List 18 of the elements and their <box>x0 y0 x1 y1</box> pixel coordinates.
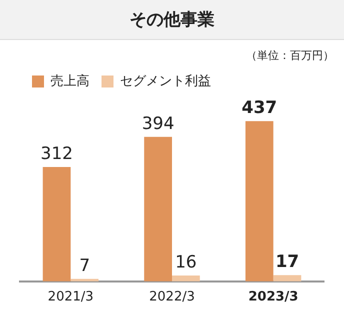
x-tick-label: 2022/3 <box>149 290 195 305</box>
x-tick-label: 2023/3 <box>248 290 298 305</box>
bar <box>273 275 302 282</box>
data-label: 394 <box>142 114 174 134</box>
chart-title: その他事業 <box>0 0 344 40</box>
data-label: 312 <box>40 144 73 164</box>
data-label: 7 <box>79 256 90 276</box>
text: （単位：百万円） <box>245 48 335 63</box>
bar <box>42 166 71 282</box>
legend-label: 売上高 <box>50 72 90 89</box>
data-label: 437 <box>242 98 278 118</box>
x-tick-label: 2021/3 <box>48 290 94 305</box>
bar <box>172 276 200 282</box>
bar <box>144 136 172 282</box>
data-label: 17 <box>275 252 300 272</box>
data-label: 16 <box>175 252 197 272</box>
legend-label: セグメント利益 <box>120 74 211 89</box>
bar <box>245 121 274 282</box>
